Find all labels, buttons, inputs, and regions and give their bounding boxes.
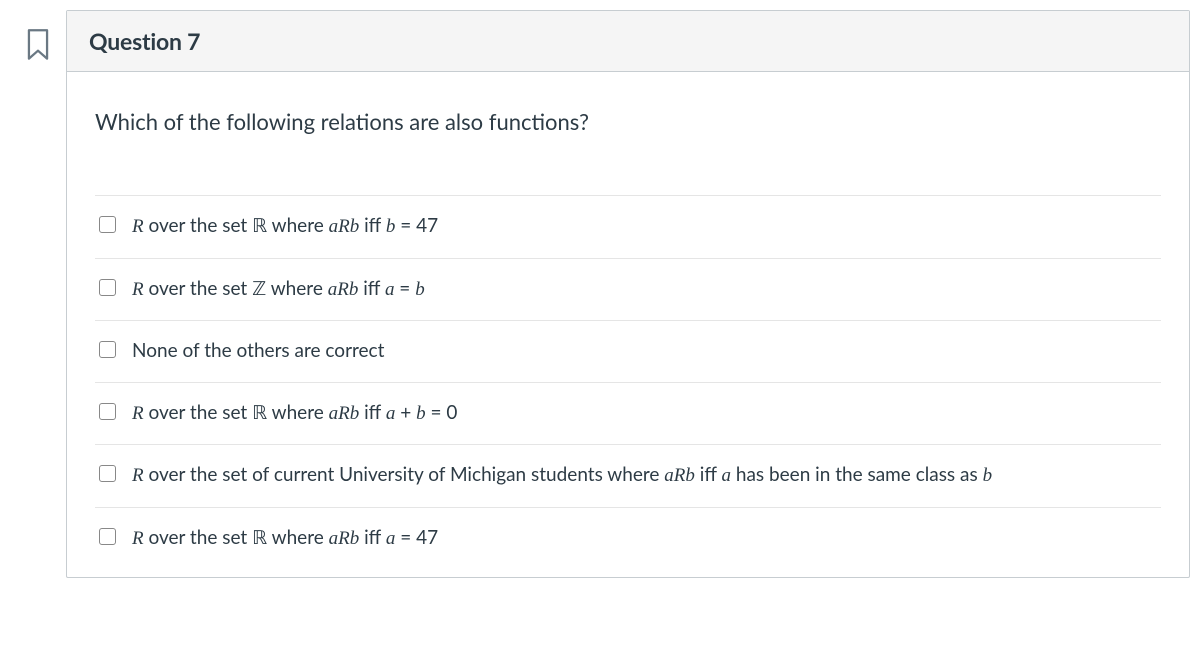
option-label: R over the set ℝ where aRb iff a = 47 [132,524,438,554]
option-label: R over the set ℝ where aRb iff b = 47 [132,212,438,242]
quiz-container: Question 7 Which of the following relati… [10,10,1190,578]
option-checkbox[interactable] [99,341,116,358]
option-label: R over the set ℝ where aRb iff a + b = 0 [132,399,457,429]
option-checkbox[interactable] [99,279,116,296]
option-checkbox[interactable] [99,403,116,420]
option-checkbox[interactable] [99,216,116,233]
question-prompt: Which of the following relations are als… [95,108,1161,135]
answer-option[interactable]: R over the set ℝ where aRb iff a = 47 [95,508,1161,570]
answer-option[interactable]: R over the set of current University of … [95,445,1161,508]
question-header: Question 7 [67,11,1189,72]
answer-options: R over the set ℝ where aRb iff b = 47 R o… [95,195,1161,569]
option-label: R over the set of current University of … [132,461,992,491]
answer-option[interactable]: R over the set ℝ where aRb iff a + b = 0 [95,383,1161,446]
flag-column [10,10,66,62]
option-checkbox[interactable] [99,465,116,482]
bookmark-flag-icon[interactable] [24,28,52,62]
option-label: R over the set ℤ where aRb iff a = b [132,275,425,305]
question-body: Which of the following relations are als… [67,72,1189,577]
option-label: None of the others are correct [132,337,384,366]
question-card: Question 7 Which of the following relati… [66,10,1190,578]
question-title: Question 7 [89,27,200,55]
answer-option[interactable]: R over the set ℝ where aRb iff b = 47 [95,196,1161,259]
answer-option[interactable]: R over the set ℤ where aRb iff a = b [95,259,1161,322]
answer-option[interactable]: None of the others are correct [95,321,1161,383]
option-checkbox[interactable] [99,528,116,545]
